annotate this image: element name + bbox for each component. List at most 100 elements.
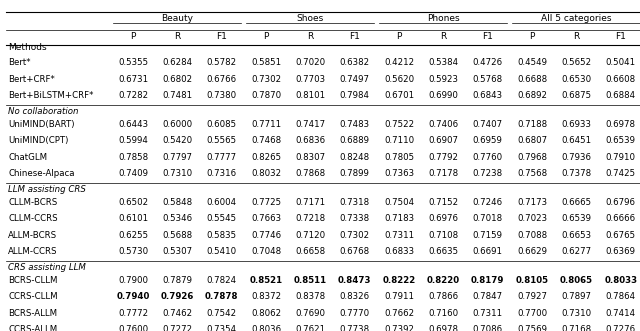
Text: 0.6884: 0.6884 (605, 91, 636, 100)
Text: 0.7188: 0.7188 (517, 120, 547, 129)
Text: 0.7302: 0.7302 (251, 74, 281, 84)
Text: 0.7108: 0.7108 (428, 231, 458, 240)
Text: 0.8248: 0.8248 (340, 153, 370, 162)
Text: 0.6889: 0.6889 (340, 136, 370, 145)
Text: 0.7770: 0.7770 (340, 308, 370, 318)
Text: Shoes: Shoes (297, 14, 324, 23)
Text: 0.8036: 0.8036 (251, 325, 281, 331)
Text: 0.7700: 0.7700 (517, 308, 547, 318)
Text: 0.7272: 0.7272 (163, 325, 193, 331)
Text: 0.7378: 0.7378 (561, 169, 591, 178)
Text: 0.6731: 0.6731 (118, 74, 148, 84)
Text: 0.7927: 0.7927 (517, 292, 547, 301)
Text: 0.5545: 0.5545 (207, 214, 237, 223)
Text: 0.8265: 0.8265 (251, 153, 281, 162)
Text: CRS assisting LLM: CRS assisting LLM (8, 263, 86, 272)
Text: 0.7878: 0.7878 (205, 292, 239, 301)
Text: 0.7407: 0.7407 (472, 120, 503, 129)
Text: 0.6836: 0.6836 (295, 136, 325, 145)
Text: Bert+BiLSTM+CRF*: Bert+BiLSTM+CRF* (8, 91, 93, 100)
Text: LLM assisting CRS: LLM assisting CRS (8, 185, 86, 194)
Text: 0.7926: 0.7926 (161, 292, 194, 301)
Text: 0.7417: 0.7417 (295, 120, 325, 129)
Text: R: R (573, 32, 579, 41)
Text: 0.5652: 0.5652 (561, 58, 591, 67)
Text: Bert*: Bert* (8, 58, 31, 67)
Text: 0.6802: 0.6802 (163, 74, 193, 84)
Text: 0.7690: 0.7690 (295, 308, 325, 318)
Text: 0.8105: 0.8105 (516, 276, 548, 285)
Text: R: R (174, 32, 180, 41)
Text: 0.7968: 0.7968 (517, 153, 547, 162)
Text: P: P (131, 32, 136, 41)
Text: 0.7363: 0.7363 (384, 169, 414, 178)
Text: 0.8065: 0.8065 (560, 276, 593, 285)
Text: 0.7483: 0.7483 (340, 120, 370, 129)
Text: 0.6085: 0.6085 (207, 120, 237, 129)
Text: 0.5355: 0.5355 (118, 58, 148, 67)
Text: 0.7481: 0.7481 (163, 91, 193, 100)
Text: 0.6665: 0.6665 (561, 198, 591, 207)
Text: 0.8473: 0.8473 (338, 276, 371, 285)
Text: 0.7870: 0.7870 (251, 91, 281, 100)
Text: CCRS-CLLM: CCRS-CLLM (8, 292, 58, 301)
Text: No collaboration: No collaboration (8, 107, 79, 116)
Text: 0.6843: 0.6843 (472, 91, 503, 100)
Text: 0.7858: 0.7858 (118, 153, 148, 162)
Text: 0.7663: 0.7663 (251, 214, 281, 223)
Text: Bert+CRF*: Bert+CRF* (8, 74, 55, 84)
Text: 0.5620: 0.5620 (384, 74, 414, 84)
Text: 0.7797: 0.7797 (163, 153, 193, 162)
Text: 0.7900: 0.7900 (118, 276, 148, 285)
Text: 0.8378: 0.8378 (295, 292, 325, 301)
Text: 0.6443: 0.6443 (118, 120, 148, 129)
Text: 0.4726: 0.4726 (472, 58, 503, 67)
Text: 0.7302: 0.7302 (340, 231, 370, 240)
Text: 0.7772: 0.7772 (118, 308, 148, 318)
Text: 0.7409: 0.7409 (118, 169, 148, 178)
Text: 0.4549: 0.4549 (517, 58, 547, 67)
Text: ALLM-BCRS: ALLM-BCRS (8, 231, 58, 240)
Text: 0.7020: 0.7020 (295, 58, 325, 67)
Text: 0.7173: 0.7173 (517, 198, 547, 207)
Text: ALLM-CCRS: ALLM-CCRS (8, 247, 58, 256)
Text: 0.5848: 0.5848 (163, 198, 193, 207)
Text: 0.6653: 0.6653 (561, 231, 591, 240)
Text: 0.6833: 0.6833 (384, 247, 414, 256)
Text: CLLM-CCRS: CLLM-CCRS (8, 214, 58, 223)
Text: UniMIND(CPT): UniMIND(CPT) (8, 136, 68, 145)
Text: 0.6004: 0.6004 (207, 198, 237, 207)
Text: 0.8032: 0.8032 (251, 169, 281, 178)
Text: 0.7805: 0.7805 (384, 153, 414, 162)
Text: 0.7238: 0.7238 (472, 169, 503, 178)
Text: 0.6608: 0.6608 (605, 74, 636, 84)
Text: 0.7218: 0.7218 (295, 214, 325, 223)
Text: 0.8222: 0.8222 (382, 276, 415, 285)
Text: BCRS-CLLM: BCRS-CLLM (8, 276, 58, 285)
Text: 0.7023: 0.7023 (517, 214, 547, 223)
Text: 0.5768: 0.5768 (472, 74, 503, 84)
Text: 0.5923: 0.5923 (428, 74, 458, 84)
Text: 0.7936: 0.7936 (561, 153, 591, 162)
Text: 0.7048: 0.7048 (251, 247, 281, 256)
Text: Phones: Phones (427, 14, 460, 23)
Text: 0.6990: 0.6990 (428, 91, 458, 100)
Text: R: R (440, 32, 447, 41)
Text: F1: F1 (615, 32, 626, 41)
Text: ChatGLM: ChatGLM (8, 153, 47, 162)
Text: 0.6875: 0.6875 (561, 91, 591, 100)
Text: 0.7311: 0.7311 (472, 308, 503, 318)
Text: 0.7318: 0.7318 (340, 198, 370, 207)
Text: 0.7310: 0.7310 (163, 169, 193, 178)
Text: CLLM-BCRS: CLLM-BCRS (8, 198, 58, 207)
Text: P: P (529, 32, 534, 41)
Text: 0.7868: 0.7868 (295, 169, 325, 178)
Text: 0.7088: 0.7088 (517, 231, 547, 240)
Text: 0.7569: 0.7569 (517, 325, 547, 331)
Text: 0.7110: 0.7110 (384, 136, 414, 145)
Text: 0.7178: 0.7178 (428, 169, 458, 178)
Text: 0.7425: 0.7425 (605, 169, 636, 178)
Text: 0.7462: 0.7462 (163, 308, 193, 318)
Text: 0.7792: 0.7792 (428, 153, 458, 162)
Text: 0.6635: 0.6635 (428, 247, 458, 256)
